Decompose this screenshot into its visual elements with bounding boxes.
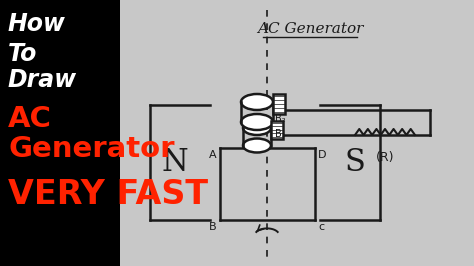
Text: (R): (R): [376, 151, 394, 164]
Ellipse shape: [243, 139, 271, 152]
Text: A: A: [210, 150, 217, 160]
Text: S: S: [345, 147, 365, 178]
Text: Draw: Draw: [8, 68, 77, 92]
Text: c: c: [318, 222, 324, 232]
Text: D: D: [318, 150, 327, 160]
Text: B₁: B₁: [275, 129, 286, 139]
Text: Generator: Generator: [8, 135, 174, 163]
Text: To: To: [8, 42, 37, 66]
Text: B₂: B₂: [275, 114, 286, 124]
Ellipse shape: [243, 121, 271, 135]
Text: VERY FAST: VERY FAST: [8, 178, 208, 211]
Ellipse shape: [241, 114, 273, 130]
Text: B: B: [210, 222, 217, 232]
Text: N: N: [162, 147, 188, 178]
Text: How: How: [8, 12, 66, 36]
Polygon shape: [120, 0, 474, 266]
Polygon shape: [273, 94, 285, 114]
Ellipse shape: [241, 94, 273, 110]
Text: AC Generator: AC Generator: [257, 22, 363, 36]
Text: AC: AC: [8, 105, 52, 133]
Polygon shape: [271, 121, 283, 139]
